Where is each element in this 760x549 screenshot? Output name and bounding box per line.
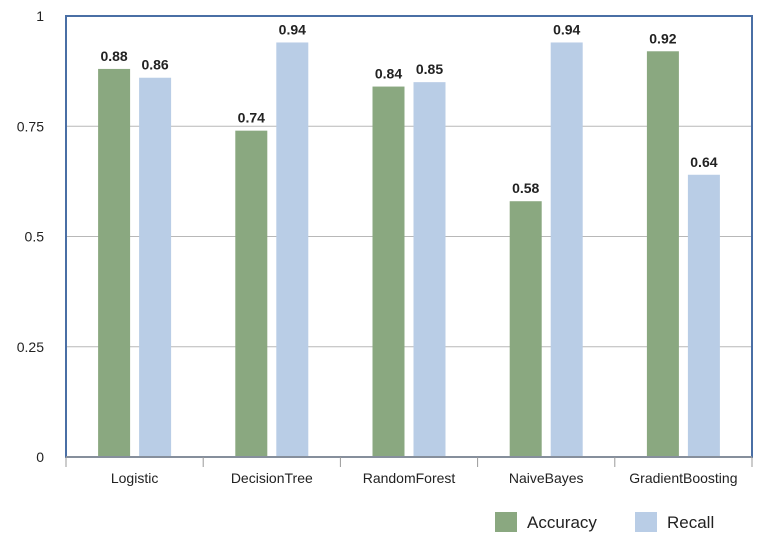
- x-tick-label: GradientBoosting: [629, 470, 737, 486]
- data-label: 0.88: [100, 48, 127, 64]
- y-axis-tick-labels: 0 0.25 0.5 0.75 1: [17, 8, 44, 465]
- data-label: 0.94: [553, 21, 580, 37]
- y-tick-label: 0.75: [17, 118, 44, 134]
- bar-accuracy-randomforest: [372, 86, 405, 457]
- data-label: 0.86: [141, 57, 168, 73]
- data-label: 0.74: [238, 110, 265, 126]
- y-tick-label: 1: [36, 8, 44, 24]
- x-axis: [65, 456, 753, 467]
- bar-accuracy-gradientboosting: [646, 51, 679, 457]
- y-tick-label: 0: [36, 449, 44, 465]
- data-label: 0.84: [375, 66, 402, 82]
- bar-recall-naivebayes: [550, 42, 583, 458]
- x-axis-tick-labels: Logistic DecisionTree RandomForest NaiveBay…: [111, 470, 738, 486]
- legend-label-accuracy: Accuracy: [527, 513, 597, 532]
- bar-recall-gradientboosting: [687, 174, 720, 457]
- data-label: 0.64: [690, 154, 717, 170]
- bar-accuracy-naivebayes: [509, 201, 542, 457]
- data-label: 0.92: [649, 30, 676, 46]
- bar-accuracy-logistic: [98, 68, 131, 458]
- y-tick-label: 0.5: [25, 229, 45, 245]
- data-labels: 0.88 0.86 0.74 0.94 0.84 0.85 0.58 0.94 0.92 0.64: [100, 21, 717, 196]
- grid-lines: [66, 125, 752, 348]
- bar-recall-logistic: [139, 77, 172, 458]
- y-tick-label: 0.25: [17, 339, 44, 355]
- x-tick-label: RandomForest: [363, 470, 456, 486]
- legend-label-recall: Recall: [667, 513, 714, 532]
- bar-accuracy-decisiontree: [235, 130, 268, 457]
- data-label: 0.94: [279, 21, 306, 37]
- data-label: 0.85: [416, 61, 443, 77]
- x-tick-label: NaiveBayes: [509, 470, 584, 486]
- x-tick-label: Logistic: [111, 470, 158, 486]
- legend-swatch-recall: [635, 512, 657, 532]
- x-tick-label: DecisionTree: [231, 470, 313, 486]
- bar-recall-decisiontree: [276, 42, 309, 458]
- legend: Accuracy Recall: [495, 512, 714, 532]
- bars: [98, 42, 720, 458]
- bar-recall-randomforest: [413, 82, 446, 458]
- legend-swatch-accuracy: [495, 512, 517, 532]
- data-label: 0.58: [512, 180, 539, 196]
